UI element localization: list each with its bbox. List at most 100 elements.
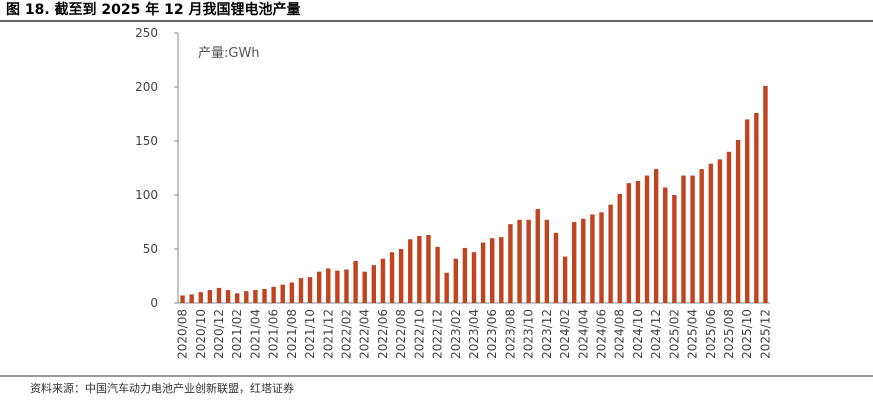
- x-tick-label: 2022/08: [394, 309, 408, 359]
- bar: [745, 119, 750, 304]
- x-tick-label: 2023/08: [503, 309, 517, 359]
- x-tick-label: 2023/02: [449, 309, 463, 359]
- bar: [480, 242, 486, 303]
- bar: [253, 290, 258, 303]
- x-tick-label: 2024/06: [595, 309, 609, 359]
- bar: [353, 260, 358, 303]
- bar: [617, 193, 622, 303]
- bar: [180, 295, 185, 303]
- x-tick-label: 2022/02: [339, 309, 353, 359]
- x-tick-label: 2023/10: [522, 309, 536, 359]
- x-tick-label: 2023/04: [467, 309, 481, 359]
- x-tick-label: 2022/04: [358, 309, 372, 359]
- x-tick-label: 2021/08: [285, 309, 299, 359]
- bar: [608, 204, 613, 303]
- bar: [644, 175, 650, 303]
- bar: [371, 265, 377, 303]
- bar: [544, 219, 550, 303]
- x-tick-label: 2025/10: [740, 309, 754, 359]
- bar: [535, 209, 540, 303]
- x-tick-label: 2020/12: [212, 309, 226, 359]
- bar: [672, 195, 677, 303]
- bar: [562, 256, 568, 303]
- x-tick-label: 2022/12: [431, 309, 445, 359]
- bar: [307, 277, 313, 303]
- bar: [717, 159, 723, 303]
- bar: [526, 219, 531, 303]
- bar: [417, 236, 422, 303]
- bar: [581, 218, 586, 303]
- bar: [590, 214, 595, 303]
- x-tick-label: 2024/10: [631, 309, 645, 359]
- bar: [335, 270, 340, 303]
- bar: [653, 169, 659, 303]
- bar: [225, 290, 231, 303]
- y-tick-label: 200: [135, 80, 158, 94]
- x-tick-label: 2022/10: [412, 309, 426, 359]
- bar: [490, 238, 495, 303]
- bar: [280, 284, 285, 303]
- bar: [553, 232, 559, 303]
- bar: [690, 175, 695, 303]
- y-tick-label: 150: [135, 134, 158, 148]
- x-tick-label: 2021/10: [303, 309, 317, 359]
- x-tick-label: 2020/08: [176, 309, 190, 359]
- bar: [754, 112, 759, 303]
- x-tick-label: 2021/06: [267, 309, 281, 359]
- bar: [398, 249, 404, 303]
- bar: [426, 234, 431, 303]
- bar: [216, 287, 222, 303]
- bar: [763, 85, 768, 303]
- x-tick-label: 2020/10: [194, 309, 208, 359]
- x-tick-label: 2024/08: [613, 309, 627, 359]
- bar: [198, 292, 203, 303]
- x-tick-label: 2025/02: [667, 309, 681, 359]
- y-tick-label: 0: [150, 296, 158, 310]
- bar: [699, 169, 704, 303]
- bar: [444, 272, 449, 303]
- y-tick-label: 250: [135, 26, 158, 40]
- bar: [408, 239, 413, 303]
- bar: [362, 271, 367, 303]
- bar: [453, 258, 458, 303]
- x-tick-label: 2024/02: [558, 309, 572, 359]
- x-tick-label: 2022/06: [376, 309, 390, 359]
- bar: [571, 222, 577, 303]
- bar: [289, 282, 295, 303]
- bar: [599, 212, 604, 303]
- bar: [681, 175, 686, 303]
- bar: [271, 286, 276, 303]
- bar: [708, 163, 713, 303]
- bar: [389, 252, 395, 303]
- x-tick-label: 2025/12: [758, 309, 772, 359]
- y-tick-label: 100: [135, 188, 158, 202]
- bar: [626, 183, 632, 303]
- x-tick-label: 2023/12: [540, 309, 554, 359]
- y-tick-label: 50: [143, 242, 158, 256]
- bar: [316, 271, 322, 303]
- bar: [344, 269, 349, 303]
- bar: [298, 278, 304, 303]
- x-tick-label: 2021/02: [230, 309, 244, 359]
- bar: [207, 290, 213, 303]
- bar: [462, 247, 468, 303]
- bar: [517, 219, 522, 303]
- bar: [726, 151, 732, 303]
- chart-title: 图 18. 截至到 2025 年 12 月我国锂电池产量: [6, 1, 301, 18]
- bar: [635, 180, 641, 303]
- bar: [735, 139, 741, 303]
- bar: [262, 288, 267, 303]
- bar: [435, 246, 440, 303]
- bar: [380, 258, 386, 303]
- x-tick-label: 2024/12: [649, 309, 663, 359]
- bar: [235, 293, 240, 303]
- bar: [663, 187, 668, 303]
- bar: [326, 268, 331, 303]
- x-tick-label: 2021/04: [248, 309, 262, 359]
- bar: [508, 224, 513, 303]
- x-tick-label: 2021/12: [321, 309, 335, 359]
- x-tick-label: 2025/04: [686, 309, 700, 359]
- x-tick-label: 2025/06: [704, 309, 718, 359]
- unit-annotation: 产量:GWh: [198, 46, 260, 61]
